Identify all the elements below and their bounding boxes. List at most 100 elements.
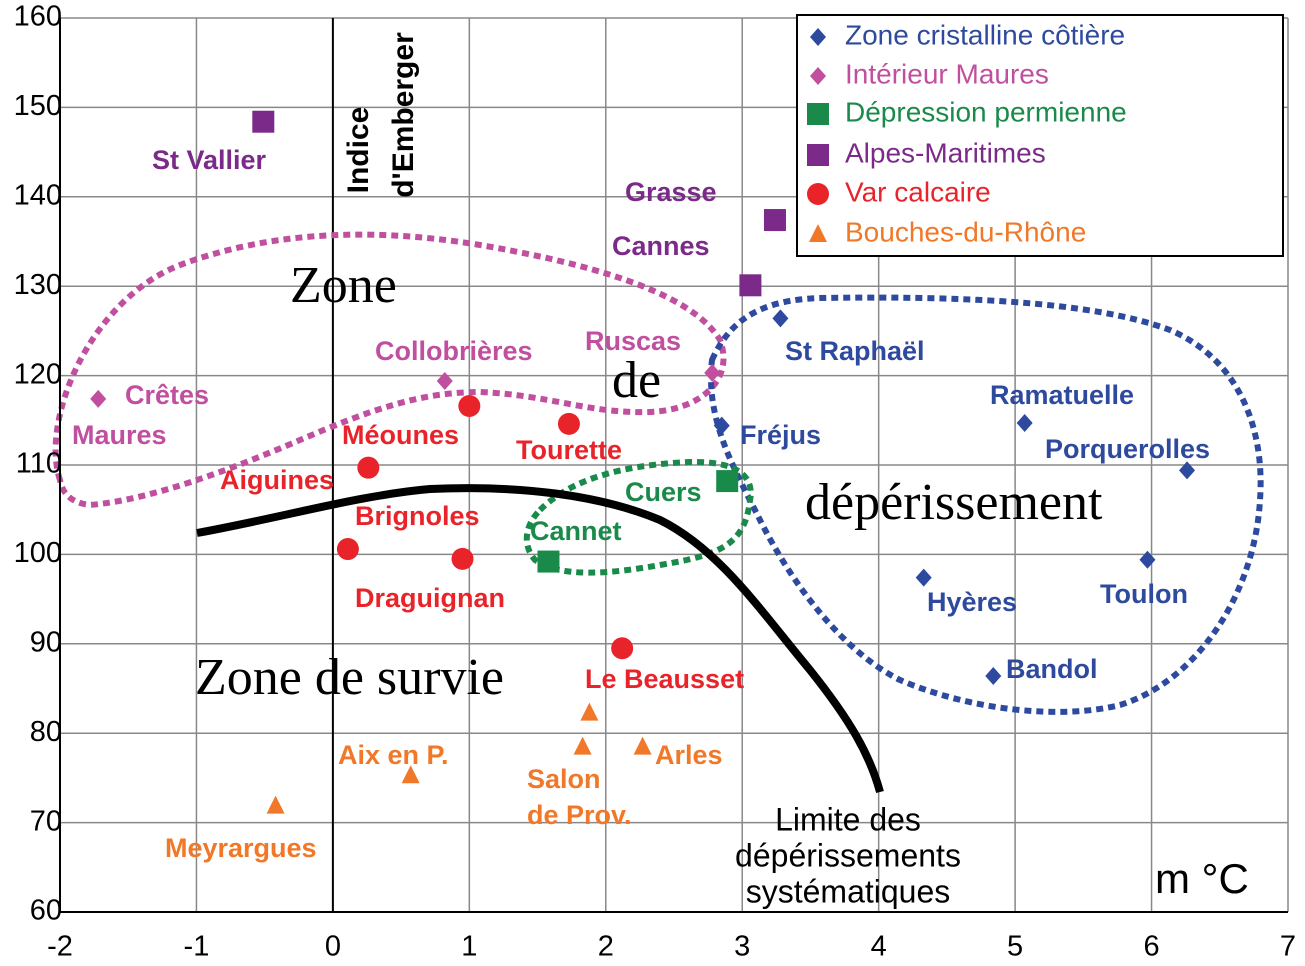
legend-marker: [807, 103, 829, 125]
legend-label: Bouches-du-Rhône: [845, 216, 1086, 247]
point-label: Maures: [72, 420, 167, 450]
point: [739, 274, 762, 297]
point: [252, 110, 275, 133]
point-label: Brignoles: [355, 501, 480, 531]
point: [573, 736, 592, 755]
x-tick-label: 7: [1280, 931, 1296, 963]
x-tick-label: -2: [47, 931, 73, 963]
y-tick-label: 80: [30, 716, 62, 748]
point: [90, 389, 107, 408]
point: [458, 394, 481, 417]
legend-marker: [807, 144, 829, 166]
y-tick-label: 160: [14, 1, 62, 33]
point: [1016, 413, 1033, 432]
annotation: dépérissement: [805, 474, 1103, 531]
survival-limit-curve: [196, 484, 884, 794]
point: [557, 412, 580, 435]
y-tick-label: 120: [14, 358, 62, 390]
zone-permienne: [523, 458, 754, 576]
legend-marker: [807, 183, 829, 205]
point: [763, 209, 786, 232]
legend-box: [796, 14, 1284, 257]
point-label: Cannet: [530, 516, 622, 546]
point: [436, 371, 453, 390]
legend-label: Zone cristalline côtière: [845, 19, 1125, 50]
annotation: d'Emberger: [387, 32, 420, 198]
point-label: Collobrières: [375, 336, 533, 366]
point-label: Ruscas: [585, 326, 681, 356]
point: [1139, 550, 1156, 569]
point: [580, 702, 599, 721]
point: [266, 795, 285, 814]
point-label: Tourette: [516, 435, 622, 465]
point: [772, 309, 789, 328]
zone-deperissement: [708, 294, 1264, 715]
legend-label: Dépression permienne: [845, 96, 1127, 127]
annotation: Indice: [342, 107, 375, 194]
point: [537, 550, 560, 573]
point-label: Le Beausset: [585, 664, 744, 694]
y-tick-label: 60: [30, 895, 62, 927]
point-label: de Prov.: [527, 800, 632, 830]
point-label: St Raphaël: [785, 336, 925, 366]
point-label: St Vallier: [152, 145, 267, 175]
annotation: dépérissements: [735, 837, 961, 873]
y-tick-label: 110: [16, 448, 62, 480]
point-label: Grasse: [625, 177, 717, 207]
point-label: Arles: [655, 740, 723, 770]
point-label: Cuers: [625, 477, 702, 507]
point-label: Hyères: [927, 587, 1017, 617]
point-label: Meyrargues: [165, 833, 317, 863]
point: [401, 765, 420, 784]
point: [1179, 461, 1196, 480]
y-tick-label: 70: [30, 805, 62, 837]
point-label: Porquerolles: [1045, 434, 1210, 464]
point-label: Aix en P.: [338, 740, 449, 770]
point-label: Toulon: [1100, 579, 1188, 609]
point-label: Aiguines: [220, 465, 334, 495]
x-tick-label: -1: [184, 931, 210, 963]
point: [713, 416, 730, 435]
legend-marker: [809, 224, 827, 242]
point: [985, 666, 1002, 685]
x-tick-label: 5: [1007, 931, 1023, 963]
annotation: Zone de survie: [195, 649, 504, 706]
annotation: Zone: [290, 257, 397, 314]
point: [451, 547, 474, 570]
x-tick-label: 4: [871, 931, 887, 963]
point-label: Méounes: [342, 420, 459, 450]
point: [357, 456, 380, 479]
point: [336, 538, 359, 561]
legend-label: Alpes-Maritimes: [845, 137, 1046, 168]
y-tick-label: 130: [14, 269, 62, 301]
point-label: Salon: [527, 764, 601, 794]
point: [611, 637, 634, 660]
x-tick-label: 1: [461, 931, 477, 963]
y-tick-label: 90: [30, 626, 62, 658]
annotation: systématiques: [746, 873, 951, 909]
y-tick-label: 140: [14, 179, 62, 211]
x-tick-label: 0: [325, 931, 341, 963]
annotation: Limite des: [775, 801, 921, 837]
annotation: de: [612, 352, 661, 409]
legend-marker: [810, 67, 826, 85]
x-tick-label: 2: [598, 931, 614, 963]
legend-marker: [810, 28, 826, 46]
y-tick-label: 150: [14, 90, 62, 122]
point-label: Fréjus: [740, 420, 821, 450]
y-tick-label: 100: [14, 537, 62, 569]
point-label: Crêtes: [125, 380, 209, 410]
x-tick-label: 6: [1143, 931, 1159, 963]
point-label: Bandol: [1006, 654, 1098, 684]
point: [704, 363, 721, 382]
legend-label: Var calcaire: [845, 176, 991, 207]
point: [716, 470, 739, 493]
point-label: Ramatuelle: [990, 380, 1134, 410]
legend-label: Intérieur Maures: [845, 58, 1049, 89]
x-tick-label: 3: [734, 931, 750, 963]
zone-maures: [52, 231, 727, 509]
point-label: Cannes: [612, 231, 710, 261]
point-label: Draguignan: [355, 583, 505, 613]
point: [633, 736, 652, 755]
